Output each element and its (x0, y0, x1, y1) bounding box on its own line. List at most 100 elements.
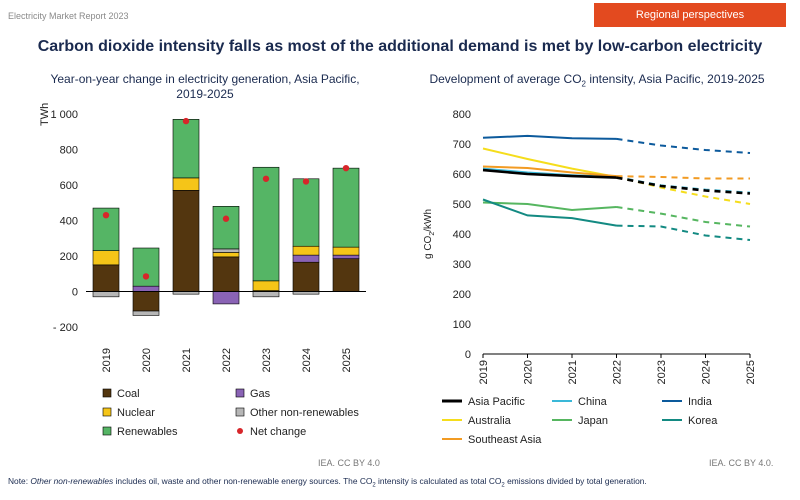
x-tick-label: 2025 (745, 360, 757, 384)
bar-segment (332, 258, 360, 292)
net-change-marker (222, 215, 230, 222)
note-suffix: intensity is calculated as total CO (375, 476, 502, 486)
bar-segment (132, 291, 160, 312)
bar-segment (332, 246, 360, 256)
net-change-marker (342, 164, 350, 172)
x-tick-label: 2024 (701, 360, 713, 384)
y-tick-label: 200 (453, 289, 471, 301)
y-axis-label-post: /kWh (423, 209, 434, 232)
x-tick-label: 2023 (261, 348, 273, 372)
note-end: emissions divided by total generation. (504, 476, 647, 486)
bar-segment (332, 167, 360, 248)
note-prefix: Note: (8, 476, 31, 486)
net-change-marker (262, 175, 270, 182)
bar-segment (92, 291, 120, 298)
legend-label: Net change (250, 426, 306, 438)
footnote: Note: Other non-renewables includes oil,… (8, 476, 647, 489)
bar-segment (172, 190, 200, 292)
bar-segment (92, 250, 120, 266)
left-chart-credit: IEA. CC BY 4.0 (318, 458, 380, 468)
y-axis-label-pre: g CO (423, 235, 434, 259)
y-axis-label: g CO2/kWh (423, 209, 436, 259)
left-chart-subtitle-line1: Year-on-year change in electricity gener… (50, 72, 360, 86)
y-tick-label: 500 (453, 199, 471, 211)
net-change-marker (102, 211, 110, 219)
net-change-marker (302, 178, 310, 185)
legend-swatch (235, 407, 245, 417)
bar-segment (132, 285, 160, 292)
legend-label: Korea (688, 415, 718, 427)
right-chart: 0 100 200 300 400 500 600 700 800 2019 2020 2021 202… (423, 109, 757, 446)
legend-label: China (578, 396, 608, 408)
bar-segment (172, 177, 200, 191)
legend-label: Coal (117, 388, 140, 400)
y-axis-label: TWh (39, 103, 51, 126)
section-tab[interactable]: Regional perspectives (594, 3, 786, 27)
bar-segment (212, 256, 240, 292)
legend-swatch (235, 388, 245, 398)
series-line-solid (482, 134, 617, 140)
x-tick-label: 2020 (141, 348, 153, 372)
bar-segment (132, 247, 160, 287)
bar-segment (212, 252, 240, 258)
legend-label: Nuclear (117, 407, 155, 419)
bar-segment (172, 119, 200, 179)
x-tick-label: 2019 (478, 360, 490, 384)
note-sub2: 2 (501, 482, 505, 489)
right-subtitle-pre: Development of average CO (429, 72, 582, 86)
series-line-solid (482, 198, 617, 227)
y-tick-label: 400 (453, 229, 471, 241)
bar-segment (332, 254, 360, 259)
y-tick-label: 700 (453, 139, 471, 151)
y-tick-label: 300 (453, 259, 471, 271)
y-tick-label: 400 (60, 216, 78, 228)
series-line-forecast (616, 224, 751, 241)
x-tick-label: 2022 (221, 348, 233, 372)
y-tick-label: 200 (60, 251, 78, 263)
legend-label: India (688, 396, 713, 408)
y-tick-label: - 200 (53, 322, 78, 334)
bar-segment (212, 248, 240, 253)
note-italic: Other non-renewables (30, 476, 114, 486)
series-line-solid (482, 147, 617, 178)
bar-segment (252, 166, 280, 282)
legend-marker (237, 428, 243, 434)
note-mid: includes oil, waste and other non-renewa… (113, 476, 373, 486)
bar-segment (252, 280, 280, 291)
bar-segment (212, 291, 240, 305)
left-chart-subtitle-line2: 2019-2025 (176, 87, 234, 101)
y-axis-label-sub: 2 (429, 232, 436, 236)
bar-segment (92, 264, 120, 292)
x-tick-label: 2020 (523, 360, 535, 384)
x-tick-label: 2019 (101, 348, 113, 372)
legend-label: Australia (468, 415, 512, 427)
x-tick-label: 2023 (656, 360, 668, 384)
y-tick-label: 1 000 (50, 109, 78, 121)
bar-segment (292, 178, 320, 247)
y-tick-label: 100 (453, 319, 471, 331)
legend-label: Asia Pacific (468, 396, 525, 408)
legend-label: Japan (578, 415, 608, 427)
legend-swatch (102, 388, 112, 398)
net-change-marker (142, 273, 150, 280)
y-tick-label: 600 (453, 169, 471, 181)
x-tick-label: 2025 (341, 348, 353, 372)
net-change-marker (182, 117, 190, 125)
bar-segment (292, 245, 320, 256)
legend-swatch (102, 407, 112, 417)
right-subtitle-sub: 2 (581, 79, 586, 89)
x-tick-label: 2021 (181, 348, 193, 372)
series-line-solid (482, 165, 617, 178)
report-label: Electricity Market Report 2023 (8, 11, 129, 21)
right-chart-subtitle: Development of average CO2 intensity, As… (412, 72, 782, 91)
series-line-forecast (616, 206, 751, 228)
legend-label: Gas (250, 388, 271, 400)
series-line-forecast (616, 175, 750, 180)
y-tick-label: 600 (60, 180, 78, 192)
page-title: Carbon dioxide intensity falls as most o… (37, 38, 763, 55)
series-line-forecast (616, 176, 751, 195)
bar-segment (212, 206, 240, 250)
y-tick-label: 800 (453, 109, 471, 121)
x-tick-label: 2022 (612, 360, 624, 384)
